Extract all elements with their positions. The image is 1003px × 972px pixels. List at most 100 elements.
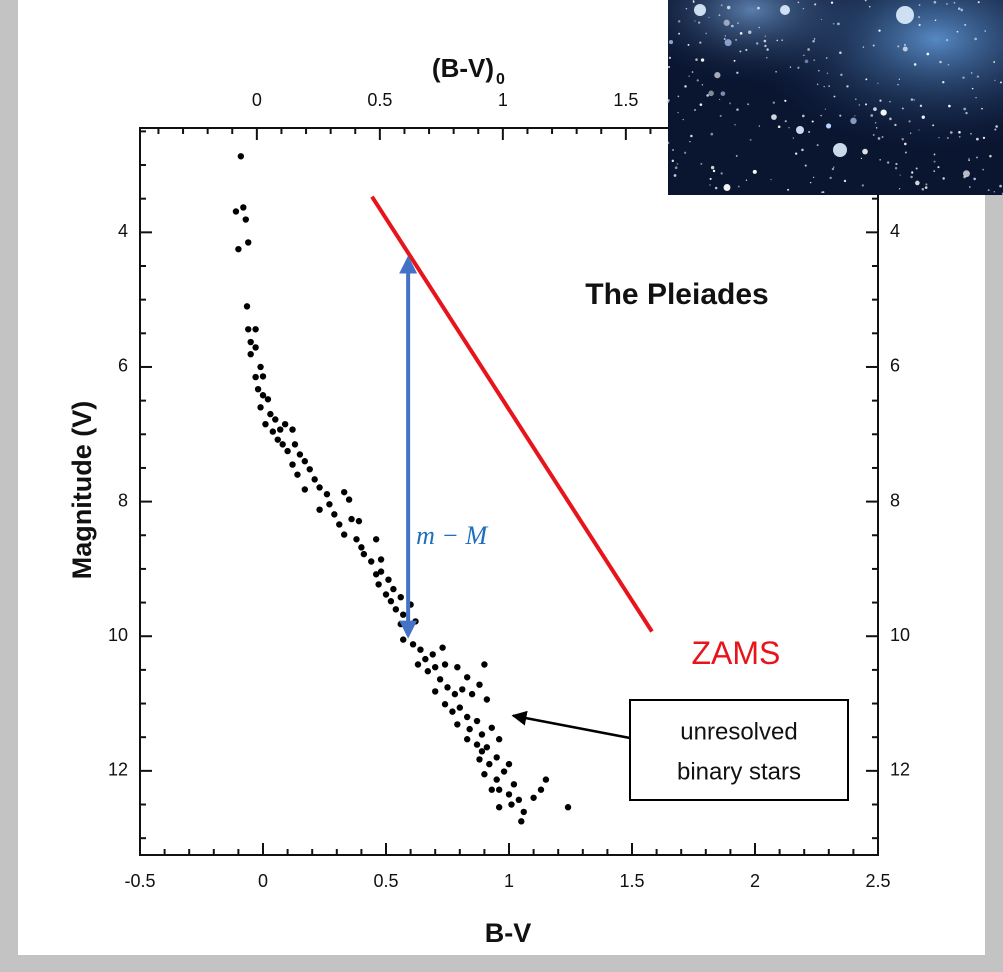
photo-star [862,148,868,155]
star-point [397,593,404,601]
star-point [449,708,456,715]
photo-star [823,85,825,88]
photo-star [735,155,738,157]
photo-star [710,165,715,170]
star-point [439,644,446,651]
photo-star [921,187,925,191]
star-point [564,804,572,811]
x-tick-label: 2 [750,871,760,891]
star-point [397,620,404,628]
star-point [252,344,259,351]
star-point [432,663,439,671]
photo-star [970,72,973,74]
star-point [400,636,407,643]
photo-star [919,104,923,108]
photo-star [745,179,748,181]
star-point [463,674,471,681]
star-point [345,496,353,503]
photo-star [828,85,830,87]
photo-star [719,98,721,101]
binary-box [629,699,849,801]
star-point [478,748,486,755]
photo-star [999,184,1002,188]
pleiades-photo [666,0,1003,195]
photo-star [807,48,810,51]
photo-bright-star [833,143,847,157]
photo-star [710,132,714,136]
photo-star [918,4,921,6]
photo-star [757,6,760,10]
photo-star [795,152,798,155]
photo-star [933,153,936,156]
star-point [252,326,259,333]
star-point [463,736,471,743]
star-point [476,756,483,763]
star-point [301,486,309,493]
photo-star [737,185,740,188]
y-tick-label: 12 [108,760,128,780]
photo-star [840,73,843,77]
photo-star [700,58,705,62]
photo-star [850,117,857,125]
star-point [385,576,392,583]
photo-star [687,43,690,46]
star-point [441,661,449,668]
photo-star [913,99,915,101]
photo-star [719,114,722,117]
star-point [495,804,503,811]
zams-line [370,195,654,633]
photo-star [958,130,961,134]
photo-star [814,3,817,6]
photo-star [947,63,950,66]
photo-star [813,38,816,40]
y-tick-label: 8 [118,490,128,510]
photo-star [821,191,823,193]
star-point [483,696,491,703]
photo-star [696,79,699,82]
y-tick-label: 10 [108,625,128,645]
photo-star [748,30,752,35]
star-point [424,668,432,675]
photo-star [995,125,998,128]
star-point [274,436,281,443]
photo-star [899,174,901,176]
photo-star [683,151,687,154]
photo-star [831,167,835,171]
photo-star [714,186,718,190]
plot: -0.500.511.522.500.511.5246810124681012 [108,90,910,891]
photo-star [673,174,677,177]
binary-label: binary stars [677,758,801,785]
photo-star [910,175,913,179]
star-point [515,796,523,804]
photo-star [924,186,928,189]
photo-star [689,140,691,143]
photo-star [994,128,997,131]
photo-star [915,167,918,170]
star-point [279,441,286,448]
photo-star [970,132,972,135]
x-tick-label: 1.5 [619,871,644,891]
photo-star [808,130,811,134]
star-point [331,511,338,518]
star-point [520,808,527,816]
photo-star [688,75,690,77]
photo-star [854,115,856,117]
photo-star [918,129,920,131]
photo-star [723,184,731,191]
photo-star [709,184,711,186]
x2-tick-label: 0 [252,90,262,110]
photo-star [818,70,820,72]
star-point [432,688,439,695]
star-point [358,544,365,551]
photo-star [889,117,892,121]
photo-star [934,19,937,22]
photo-star [695,58,698,61]
photo-star [901,107,904,110]
photo-star [705,32,708,35]
star-point [436,676,444,683]
star-point [291,441,299,448]
star-point [257,363,264,371]
photo-star [756,42,759,45]
photo-star [826,123,832,129]
